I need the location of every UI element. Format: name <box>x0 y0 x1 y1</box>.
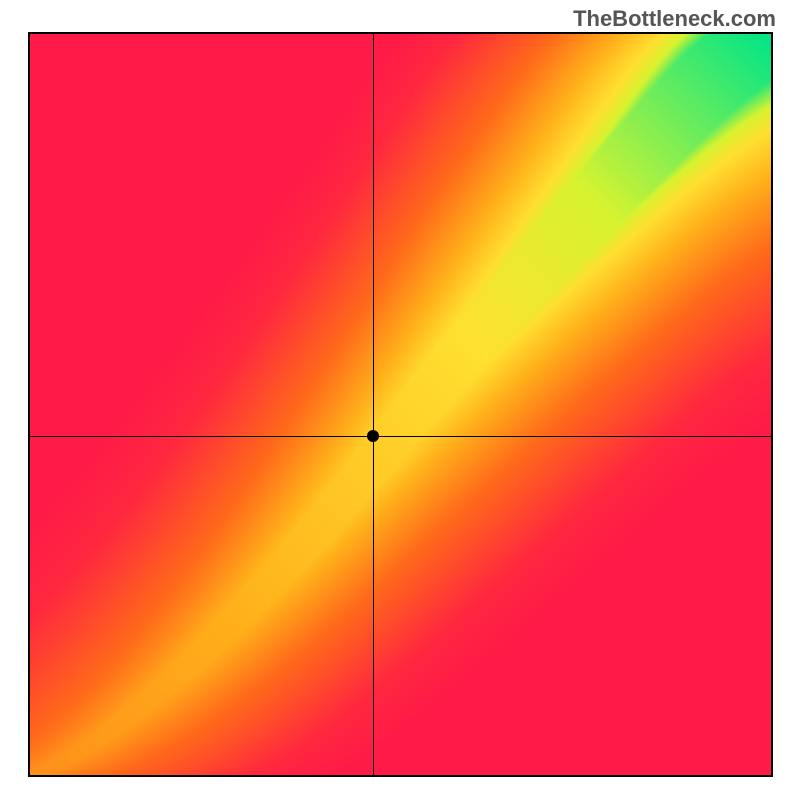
heatmap-canvas <box>30 34 771 775</box>
crosshair-vertical <box>373 34 374 775</box>
crosshair-horizontal <box>30 436 771 437</box>
crosshair-marker <box>367 430 379 442</box>
plot-frame <box>28 32 773 777</box>
watermark-text: TheBottleneck.com <box>573 6 776 32</box>
chart-container: TheBottleneck.com <box>0 0 800 800</box>
